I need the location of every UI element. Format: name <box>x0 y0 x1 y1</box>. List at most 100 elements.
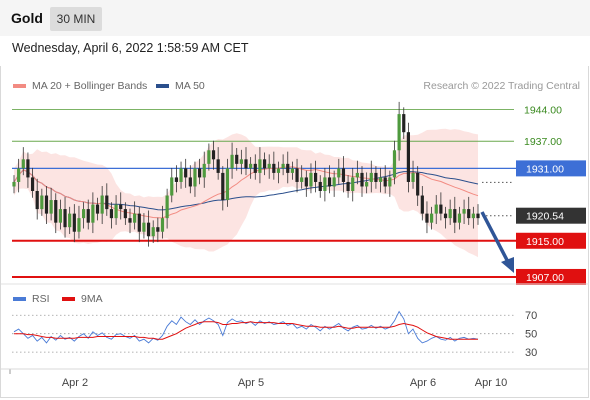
rsi-swatch <box>13 297 26 301</box>
candle-body <box>137 213 141 232</box>
candle-body <box>82 209 86 219</box>
candle-body <box>216 159 220 173</box>
forecast-arrow-head <box>501 257 514 273</box>
rsi-legend-label: RSI <box>32 293 50 305</box>
candle-body <box>21 159 25 169</box>
candle-body <box>63 209 67 228</box>
candle-body <box>425 213 429 223</box>
candle-body <box>109 209 114 219</box>
level-1944-00-label: 1944.00 <box>524 105 562 117</box>
candle-body <box>12 181 16 187</box>
ma20-swatch <box>13 84 26 89</box>
candle-body <box>374 172 378 182</box>
candle-body <box>406 132 410 182</box>
rsi-line <box>13 310 479 344</box>
candle-body <box>341 168 346 182</box>
level-1920-54-tag <box>516 207 586 224</box>
candle-body <box>49 200 53 214</box>
candle-body <box>462 209 466 214</box>
candle-body <box>170 177 174 196</box>
candle-body <box>304 177 308 187</box>
candle-body <box>128 218 132 223</box>
candle-body <box>184 168 188 178</box>
level-1907-00-label: 1907.00 <box>526 272 564 284</box>
candle-body <box>360 172 364 187</box>
level-1915-00-tag <box>516 232 586 249</box>
candle-body <box>388 177 392 187</box>
candle-body <box>267 163 271 169</box>
candle-body <box>133 213 137 223</box>
level-1937-00-label: 1937.00 <box>524 136 562 148</box>
candle-body <box>337 168 341 178</box>
candle-body <box>114 204 118 219</box>
candle-body <box>467 209 471 219</box>
candle-body <box>160 218 165 232</box>
candle-body <box>211 150 216 160</box>
x-tick-apr6: Apr 6 <box>410 377 436 389</box>
candle-body <box>295 168 299 182</box>
candle-body <box>58 209 62 223</box>
level-1907-00-tag <box>516 268 586 285</box>
candle-body <box>276 168 281 173</box>
candle-body <box>72 213 76 232</box>
candle-body <box>369 172 373 182</box>
candle-body <box>123 209 127 219</box>
candle-body <box>244 159 248 169</box>
x-tick-apr2: Apr 2 <box>62 377 88 389</box>
candle-body <box>146 222 151 237</box>
rsi-lines <box>13 310 479 344</box>
candle-body <box>35 191 39 210</box>
candle-body <box>253 163 257 173</box>
legend-ma50: MA 50 <box>156 80 205 92</box>
candle-body <box>258 159 262 173</box>
chart-header: Gold 30 MIN <box>0 0 590 36</box>
level-1931-00-tag <box>516 160 586 177</box>
candle-body <box>165 195 169 219</box>
candle-body <box>86 209 90 223</box>
candle-body <box>156 227 160 232</box>
candle-body <box>235 154 239 164</box>
candle-body <box>411 172 415 182</box>
candle-body <box>174 177 178 182</box>
candle-body <box>272 163 276 173</box>
forecast-arrow-line <box>480 211 510 263</box>
candle-body <box>281 163 285 169</box>
symbol-title: Gold <box>11 10 43 26</box>
candle-body <box>392 150 397 178</box>
candle-body <box>378 177 383 182</box>
rsi-tick-70: 70 <box>525 310 537 322</box>
candle-body <box>202 163 206 178</box>
candle-body <box>188 177 192 187</box>
candle-body <box>100 195 104 214</box>
level-1931-00-label: 1931.00 <box>526 163 564 175</box>
candles-layer <box>12 101 480 247</box>
ma9-swatch <box>62 297 75 301</box>
candle-body <box>151 227 155 237</box>
candle-body <box>198 168 202 178</box>
legend-ma50-label: MA 50 <box>175 80 205 92</box>
candle-body <box>40 195 44 210</box>
level-lines-layer <box>12 109 516 278</box>
candle-body <box>300 177 304 182</box>
candle-body <box>26 159 30 178</box>
candle-body <box>397 114 401 151</box>
candle-body <box>290 168 294 173</box>
candle-body <box>327 177 332 187</box>
copyright-text: Research © 2022 Trading Central <box>423 80 580 92</box>
candle-body <box>249 163 253 169</box>
candle-body <box>351 177 355 191</box>
candle-body <box>44 195 49 214</box>
candle-body <box>239 159 243 164</box>
candle-body <box>355 172 359 178</box>
candle-body <box>30 177 35 191</box>
legend-ma20-label: MA 20 + Bollinger Bands <box>32 80 148 92</box>
level-1915-00-label: 1915.00 <box>526 236 564 248</box>
candle-body <box>420 195 424 214</box>
timeframe-selector[interactable]: 30 MIN <box>50 7 102 31</box>
candle-body <box>434 204 438 214</box>
candle-body <box>193 168 197 187</box>
chart-datetime: Wednesday, April 6, 2022 1:58:59 AM CET <box>12 41 249 55</box>
candle-body <box>323 177 327 191</box>
candle-body <box>230 154 234 169</box>
